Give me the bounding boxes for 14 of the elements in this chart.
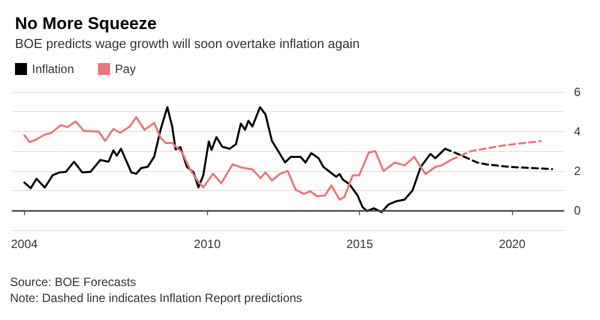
- chart-title: No More Squeeze: [15, 14, 157, 33]
- y-tick-label: 6: [574, 85, 581, 99]
- y-tick-label: 0: [574, 203, 581, 218]
- y-tick-label: 2: [574, 164, 581, 178]
- text: Note: Dashed line indicates Inflation Report predictions: [10, 291, 302, 305]
- x-tick-label: 2004: [10, 237, 38, 251]
- x-tick-label: 2015: [346, 237, 374, 251]
- legend-label: Inflation: [32, 62, 74, 76]
- x-tick-label: 2010: [194, 237, 221, 251]
- legend-label: Pay: [115, 62, 136, 76]
- y-tick-label: 4: [574, 124, 581, 138]
- x-tick-label: 2020: [498, 237, 526, 251]
- chart-subtitle: BOE predicts wage growth will soon overtake inflation again: [15, 36, 360, 51]
- source-note: Source: BOE Forecasts: [10, 275, 136, 289]
